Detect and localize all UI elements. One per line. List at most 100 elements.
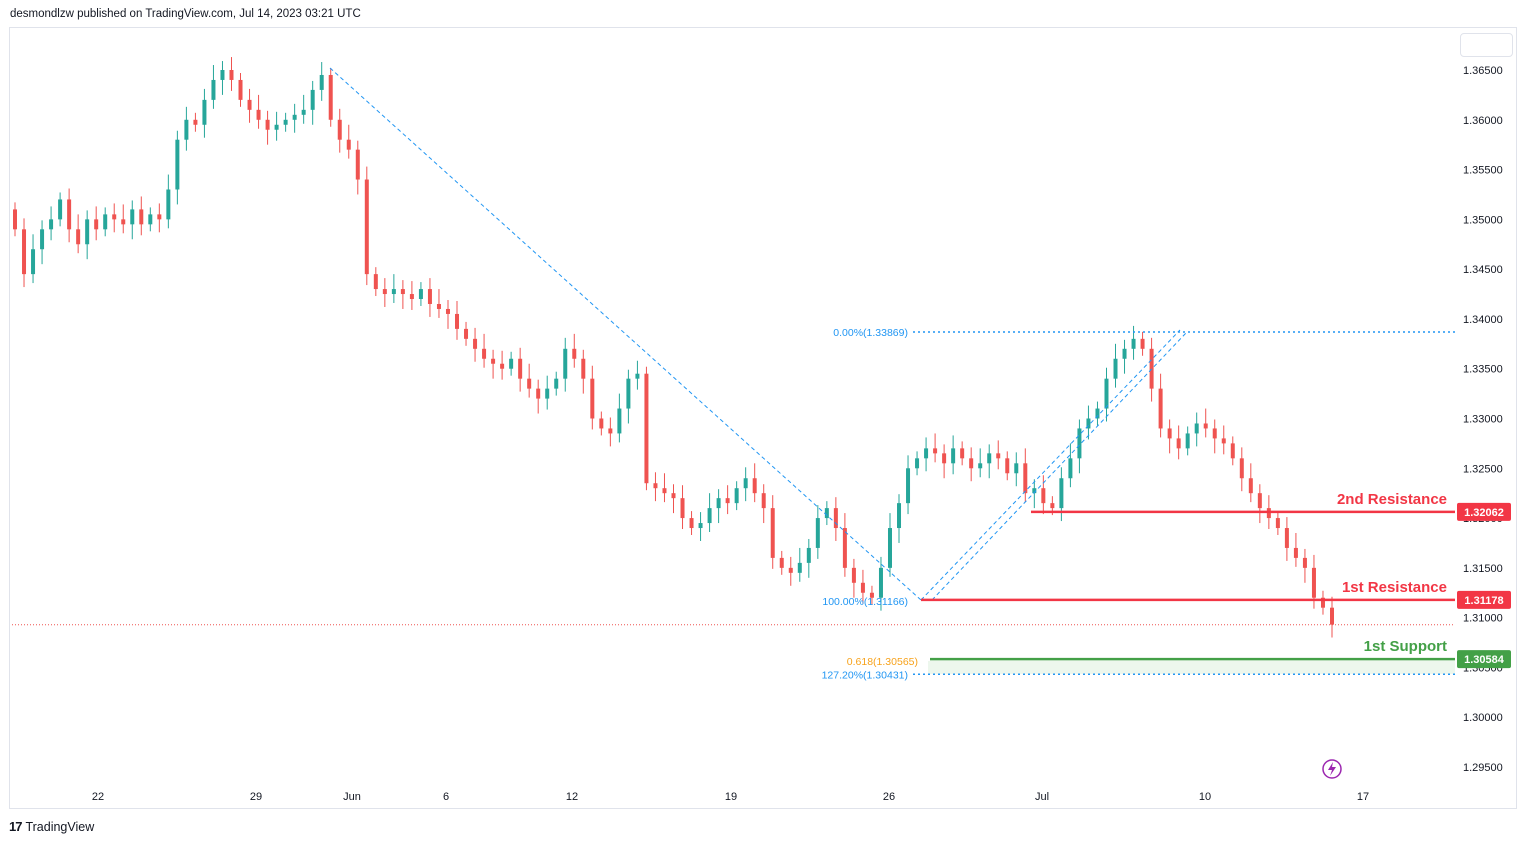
candle-body	[725, 498, 730, 504]
candle-body	[897, 503, 902, 529]
candle-body	[788, 567, 793, 573]
candle-body	[1023, 463, 1028, 494]
candle-body	[1086, 418, 1091, 429]
candle-body	[1248, 478, 1253, 494]
trend-line-up	[920, 329, 1181, 601]
candle-body	[653, 483, 658, 489]
candle-body	[987, 453, 992, 464]
candle-body	[76, 229, 81, 245]
candle-body	[969, 458, 974, 469]
candle-body	[626, 378, 631, 409]
price-tag-label: 1.31178	[1464, 595, 1503, 607]
candle-body	[175, 139, 180, 190]
candle-body	[1275, 518, 1280, 529]
tradingview-logo-icon: 17	[9, 819, 23, 834]
y-tick-label: 1.36500	[1463, 65, 1503, 77]
candle-body	[1068, 458, 1073, 479]
candle-body	[1032, 488, 1037, 494]
candle-body	[761, 493, 766, 509]
candle-body	[942, 453, 947, 464]
y-tick-label: 1.33500	[1463, 364, 1503, 376]
candle-body	[67, 199, 72, 230]
candle-body	[617, 408, 622, 434]
x-tick-label: 22	[92, 791, 104, 803]
chart-frame	[9, 27, 1517, 809]
x-tick-label: 10	[1199, 791, 1211, 803]
candle-body	[1311, 567, 1316, 598]
candle-body	[536, 388, 541, 399]
y-tick-label: 1.34000	[1463, 314, 1503, 326]
candle-body	[1077, 428, 1082, 459]
candle-body	[851, 567, 856, 583]
candle-body	[1050, 503, 1055, 509]
candle-body	[1095, 408, 1100, 419]
x-tick-label: 29	[250, 791, 262, 803]
candle-body	[1176, 438, 1181, 449]
candle-body	[608, 428, 613, 434]
candle-body	[1185, 433, 1190, 449]
candle-body	[491, 358, 496, 364]
candle-body	[887, 528, 892, 568]
chart-settings-button[interactable]	[1460, 33, 1513, 57]
candle-body	[464, 328, 469, 339]
candle-body	[328, 74, 333, 120]
candle-body	[157, 214, 162, 220]
lightning-icon	[1322, 759, 1342, 779]
footer-brand: TradingView	[25, 819, 95, 834]
candle-body	[915, 458, 920, 469]
candle-body	[960, 448, 965, 459]
candle-body	[112, 214, 117, 220]
candle-body	[1239, 458, 1244, 479]
candle-body	[509, 358, 514, 369]
candle-body	[951, 448, 956, 464]
y-tick-label: 1.36000	[1463, 115, 1503, 127]
candle-body	[1212, 428, 1217, 439]
y-tick-label: 1.35000	[1463, 214, 1503, 226]
candle-body	[1330, 607, 1334, 625]
candle-body	[797, 562, 802, 573]
candle-body	[996, 453, 1001, 459]
candle-body	[418, 289, 423, 300]
candle-body	[500, 363, 505, 369]
candle-body	[355, 149, 360, 180]
candle-body	[1014, 463, 1019, 474]
candle-body	[824, 508, 829, 519]
price-tag-label: 1.30584	[1464, 654, 1505, 666]
candle-body	[545, 388, 550, 399]
candle-body	[563, 348, 568, 379]
candle-body	[1320, 597, 1325, 608]
y-tick-label: 1.31000	[1463, 613, 1503, 625]
candle-body	[707, 508, 712, 524]
candles-layer	[13, 57, 1334, 638]
candle-body	[906, 468, 911, 504]
axes-layer: 1.36500 1.36000 1.35500 1.35000 1.34500 1.340…	[92, 65, 1511, 803]
candle-body	[103, 214, 108, 230]
candle-body	[310, 89, 315, 110]
level-name: 1st Support	[1364, 638, 1447, 655]
candle-body	[698, 523, 703, 529]
candle-body	[202, 99, 207, 125]
candle-body	[121, 219, 126, 225]
candle-body	[49, 219, 54, 230]
candle-body	[445, 308, 450, 314]
candle-body	[238, 79, 243, 100]
candle-body	[473, 338, 478, 349]
x-tick-label: Jul	[1035, 791, 1049, 803]
candle-body	[1284, 528, 1289, 548]
candle-body	[1005, 458, 1010, 474]
candle-body	[220, 70, 225, 80]
candle-body	[409, 294, 414, 300]
candle-body	[806, 547, 811, 563]
lightning-bolt-glyph	[1328, 762, 1336, 776]
candle-body	[590, 378, 595, 419]
y-tick-label: 1.32500	[1463, 463, 1503, 475]
candle-body	[166, 189, 171, 220]
candle-body	[337, 119, 342, 140]
candle-body	[734, 488, 739, 504]
candle-body	[346, 139, 351, 150]
candle-body	[301, 109, 306, 115]
candle-body	[22, 229, 27, 275]
candle-body	[229, 70, 234, 80]
candle-body	[933, 448, 938, 454]
